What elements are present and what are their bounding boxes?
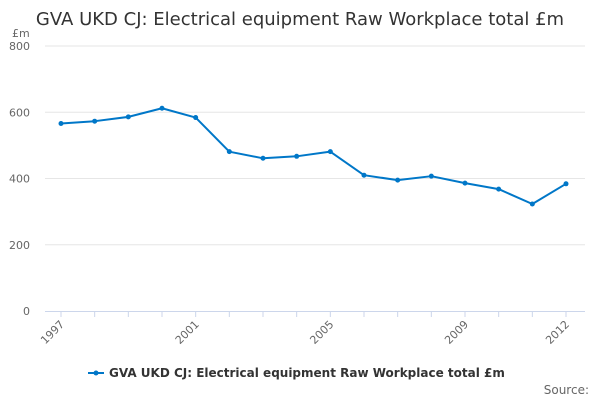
data-point [260,155,266,161]
series [58,105,569,207]
y-tick-label: 800 [9,40,30,53]
x-axis: 1997 2001 2005 2009 2012 [38,311,585,347]
x-tick-label: 1997 [38,318,67,347]
source-label: Source: [544,383,589,397]
data-point [92,118,98,124]
data-point [529,201,535,207]
legend-point-marker [93,370,99,376]
y-tick-label: 0 [23,305,30,318]
data-point [294,153,300,159]
data-point [563,181,569,187]
data-point [193,115,199,121]
legend-label: GVA UKD CJ: Electrical equipment Raw Wor… [109,366,505,380]
legend[interactable]: GVA UKD CJ: Electrical equipment Raw Wor… [88,366,505,380]
data-point [395,177,401,183]
data-point [462,180,468,186]
data-point [496,186,502,192]
data-point [125,114,131,120]
y-axis: 0 200 400 600 800 [9,40,30,318]
data-point [226,149,232,155]
series-line [60,107,567,206]
data-point [428,173,434,179]
chart-title: GVA UKD CJ: Electrical equipment Raw Wor… [36,9,564,30]
data-point [58,121,64,127]
x-tick-label: 2009 [442,318,471,347]
gridlines [45,45,585,246]
x-tick-label: 2005 [307,318,336,347]
data-point [361,172,367,178]
x-tick-label: 2001 [173,318,202,347]
data-point [159,105,165,111]
x-tick-label: 2012 [543,318,572,347]
y-tick-label: 400 [9,173,30,186]
data-point [327,149,333,155]
y-axis-label: £m [12,27,30,40]
y-tick-label: 200 [9,239,30,252]
y-tick-label: 600 [9,106,30,119]
